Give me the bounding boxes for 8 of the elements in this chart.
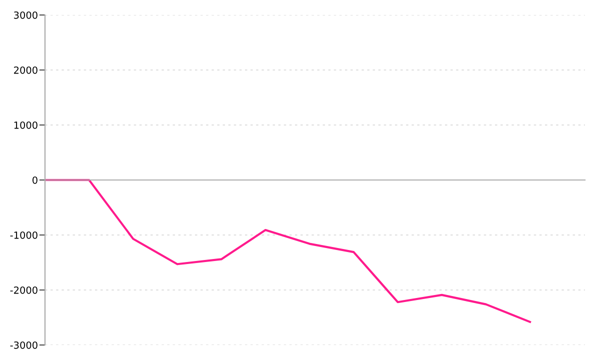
y-tick-label: 0 <box>32 176 38 184</box>
y-tick-label: -3000 <box>10 341 38 349</box>
y-tick-label: 1000 <box>14 121 38 129</box>
y-tick-label: -2000 <box>10 286 38 294</box>
y-tick-label: 2000 <box>14 66 38 74</box>
y-tick-label: 3000 <box>14 11 38 19</box>
line-series <box>45 178 532 323</box>
y-tick-label: -1000 <box>10 231 38 239</box>
